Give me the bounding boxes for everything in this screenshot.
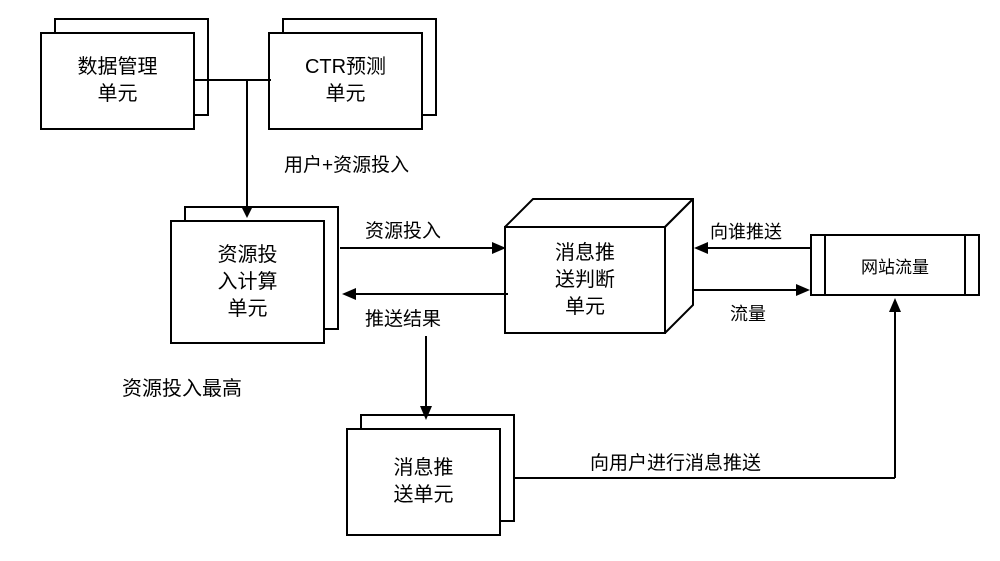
node-label: 数据管理 单元: [78, 54, 158, 108]
edge-push-result: [340, 286, 508, 302]
label-push-to-user: 向用户进行消息推送: [590, 448, 761, 475]
diagram-canvas: 数据管理 单元 CTR预测 单元 资源投 入计算 单元 消息推 送判断 单元 网…: [0, 0, 1000, 561]
label-user-resource: 用户+资源投入: [284, 150, 409, 177]
edge-mid-to-push-unit: [418, 336, 434, 422]
label-push-result: 推送结果: [365, 304, 441, 331]
edge-data-to-rescalc: [195, 78, 275, 220]
label-res-highest: 资源投入最高: [122, 372, 242, 401]
node-ctr-prediction: CTR预测 单元: [268, 18, 437, 130]
node-data-management: 数据管理 单元: [40, 18, 209, 130]
node-resource-calc: 资源投 入计算 单元: [170, 206, 339, 344]
node-label: CTR预测 单元: [305, 54, 386, 108]
node-label: 网站流量: [861, 253, 929, 278]
label-to-whom: 向谁推送: [710, 218, 782, 244]
node-label: 消息推 送单元: [394, 455, 454, 509]
node-website-traffic: 网站流量: [810, 234, 980, 296]
node-push-unit: 消息推 送单元: [346, 414, 515, 536]
label-res-input: 资源投入: [365, 216, 441, 243]
edge-ctr-to-joint: [247, 78, 271, 84]
node-label: 资源投 入计算 单元: [218, 242, 278, 323]
